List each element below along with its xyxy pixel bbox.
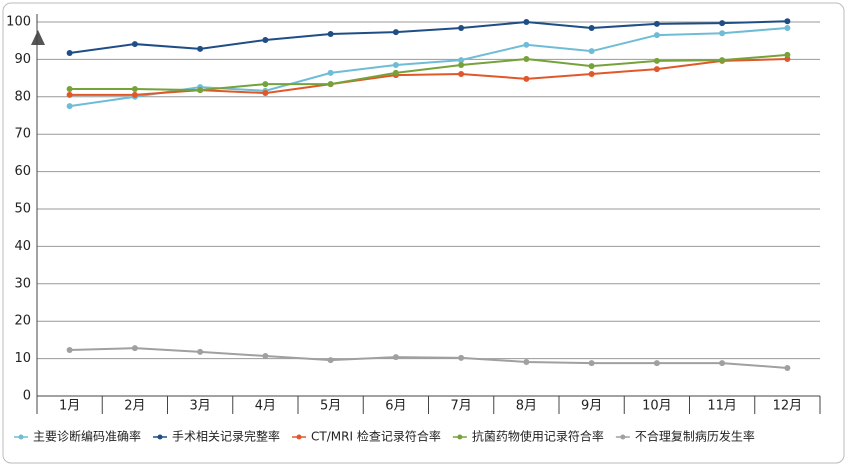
point xyxy=(262,352,269,359)
point xyxy=(458,24,465,31)
legend-label: 主要诊断编码准确率 xyxy=(33,429,141,444)
point xyxy=(458,62,465,69)
point xyxy=(392,29,399,36)
axis-arrow xyxy=(31,30,45,45)
point xyxy=(262,36,269,43)
point xyxy=(588,48,595,55)
y-tick-label: 70 xyxy=(14,127,31,142)
y-tick-label: 20 xyxy=(14,314,31,329)
point xyxy=(197,348,204,355)
point xyxy=(588,360,595,367)
point xyxy=(262,90,269,97)
point xyxy=(197,45,204,52)
point xyxy=(523,56,530,63)
point xyxy=(66,85,73,92)
point xyxy=(131,345,138,352)
point xyxy=(784,364,791,371)
x-tick-label: 6月 xyxy=(385,399,406,414)
point xyxy=(392,354,399,361)
legend-label: 不合理复制病历发生率 xyxy=(635,429,755,444)
point xyxy=(653,32,660,39)
point xyxy=(131,91,138,98)
point xyxy=(458,70,465,77)
point xyxy=(588,70,595,77)
point xyxy=(719,30,726,37)
point xyxy=(66,50,73,57)
point xyxy=(392,62,399,69)
point xyxy=(66,346,73,353)
point xyxy=(523,19,530,25)
x-tick-label: 5月 xyxy=(320,399,341,414)
point xyxy=(327,81,334,88)
point xyxy=(327,69,334,76)
y-tick-label: 50 xyxy=(14,202,31,217)
point xyxy=(588,24,595,31)
y-tick-label: 0 xyxy=(23,389,31,404)
x-tick-label: 4月 xyxy=(255,399,276,414)
legend-marker xyxy=(620,434,626,440)
point xyxy=(327,30,334,37)
point xyxy=(719,57,726,64)
series-line xyxy=(69,53,788,92)
point xyxy=(131,85,138,92)
point xyxy=(653,360,660,367)
legend-marker xyxy=(157,434,163,440)
point xyxy=(588,63,595,70)
x-tick-label: 11月 xyxy=(707,399,737,414)
x-tick-label: 8月 xyxy=(516,399,537,414)
x-tick-label: 3月 xyxy=(189,399,210,414)
point xyxy=(653,20,660,27)
point xyxy=(523,41,530,48)
x-tick-label: 12月 xyxy=(773,399,803,414)
point xyxy=(66,91,73,98)
point xyxy=(523,75,530,82)
legend: 主要诊断编码准确率 手术相关记录完整率 CT/MRI 检查记录符合率 抗菌药物使用记录… xyxy=(14,429,755,444)
y-tick-label: 80 xyxy=(14,89,31,104)
legend-marker xyxy=(296,434,302,440)
series-line xyxy=(69,20,788,55)
point xyxy=(392,69,399,76)
point xyxy=(327,357,334,364)
point xyxy=(458,57,465,64)
x-tick-label: 1月 xyxy=(59,399,80,414)
legend-marker xyxy=(18,434,24,440)
point xyxy=(784,51,791,58)
series-line xyxy=(69,26,788,108)
point xyxy=(784,18,791,25)
point xyxy=(262,81,269,88)
point xyxy=(197,87,204,94)
x-tick-label: 9月 xyxy=(581,399,602,414)
point xyxy=(719,360,726,367)
y-tick-label: 90 xyxy=(14,52,31,67)
point xyxy=(719,20,726,27)
legend-marker xyxy=(457,434,463,440)
x-tick-label: 10月 xyxy=(642,399,672,414)
y-tick-label: 30 xyxy=(14,276,31,291)
series-line xyxy=(69,347,788,369)
y-tick-label: 60 xyxy=(14,164,31,179)
point xyxy=(523,358,530,365)
point xyxy=(784,56,791,63)
legend-label: 手术相关记录完整率 xyxy=(172,429,280,444)
y-tick-label: 40 xyxy=(14,239,31,254)
point xyxy=(653,66,660,73)
x-tick-label: 2月 xyxy=(124,399,145,414)
point xyxy=(784,24,791,31)
point xyxy=(653,57,660,64)
point xyxy=(66,103,73,110)
y-tick-label: 10 xyxy=(14,351,31,366)
point xyxy=(458,354,465,361)
x-tick-label: 7月 xyxy=(450,399,471,414)
legend-label: 抗菌药物使用记录符合率 xyxy=(472,429,604,444)
point xyxy=(131,41,138,48)
legend-label: CT/MRI 检查记录符合率 xyxy=(311,429,441,444)
y-tick-label: 100 xyxy=(6,15,31,30)
